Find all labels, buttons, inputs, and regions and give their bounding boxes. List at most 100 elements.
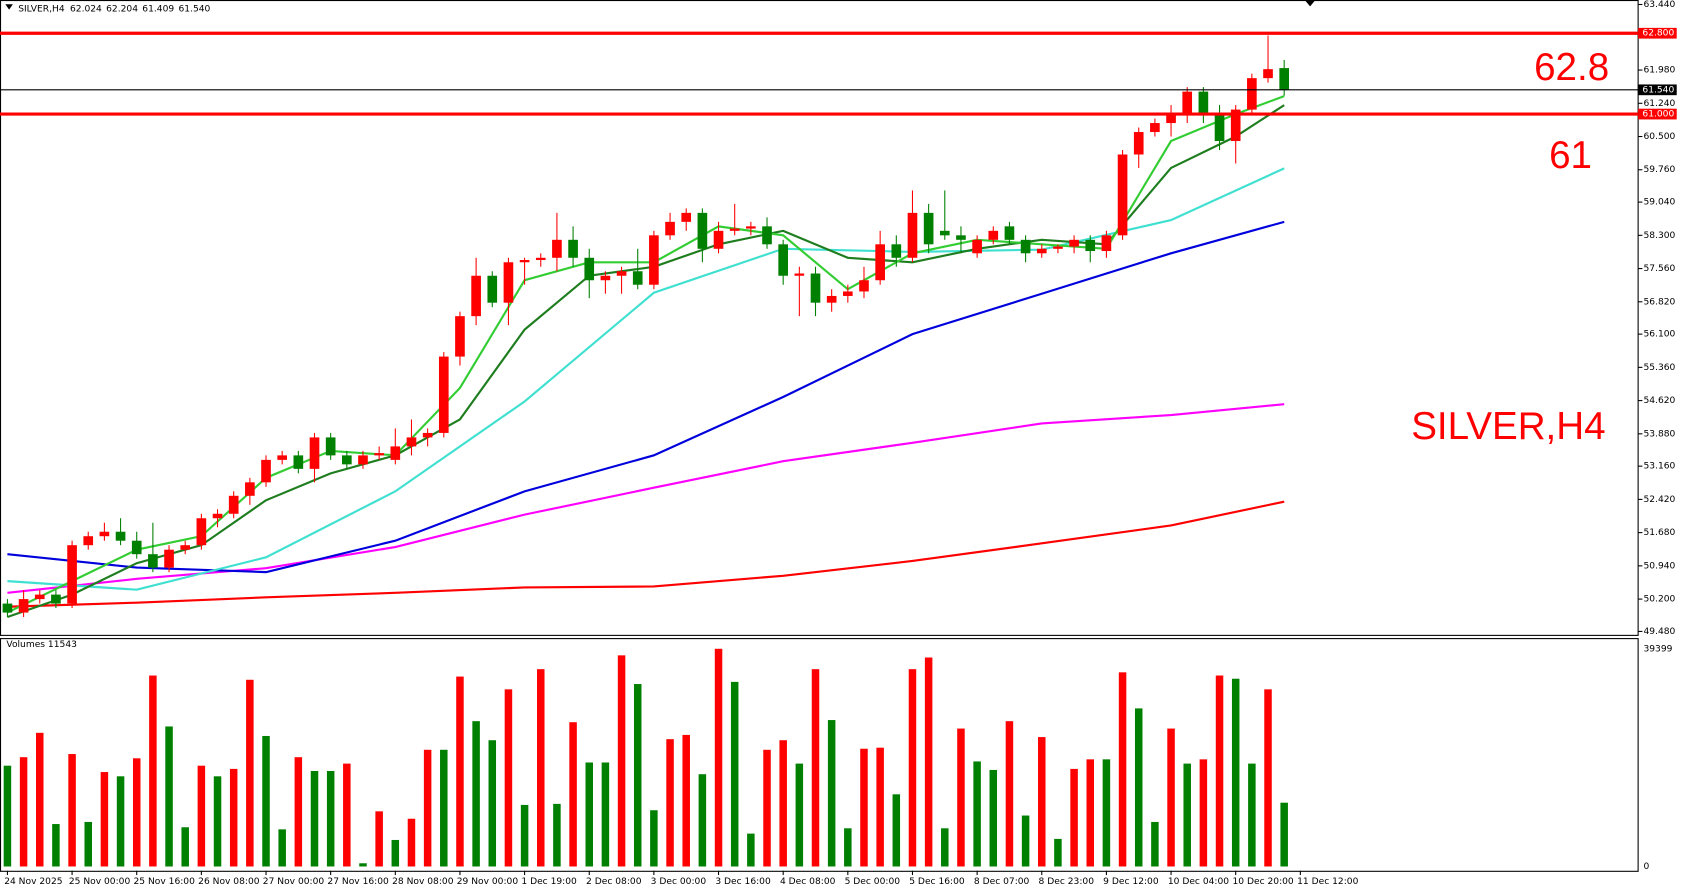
level-label-box <box>1638 108 1677 120</box>
candle-body <box>67 545 77 604</box>
volume-bar <box>1102 759 1111 867</box>
volume-bar <box>246 679 254 867</box>
candle-body <box>131 540 142 555</box>
candle-body <box>374 453 384 456</box>
candle-body <box>1150 123 1160 133</box>
x-tick-label: 2 Dec 08:00 <box>586 877 642 887</box>
volume-bar <box>310 771 319 867</box>
volume-bar <box>827 720 836 867</box>
x-tick-label: 25 Nov 16:00 <box>134 877 196 887</box>
candle-body <box>826 295 837 303</box>
volume-bar <box>892 794 901 867</box>
volume-bar <box>1167 728 1175 867</box>
symbol-title: SILVER,H4 <box>18 4 65 14</box>
volume-bar <box>68 754 76 867</box>
volume-bar <box>472 721 480 867</box>
x-tick-label: 25 Nov 00:00 <box>69 877 131 887</box>
candle-body <box>1101 235 1112 252</box>
volume-bar <box>682 734 690 867</box>
volume-bar <box>908 669 917 867</box>
candle-body <box>99 531 110 537</box>
candle-body <box>778 244 789 276</box>
volume-bar <box>229 768 238 867</box>
volume-bar <box>520 804 529 867</box>
volume-bar <box>666 739 674 867</box>
volume-bar <box>132 758 141 867</box>
candle-body <box>341 455 352 465</box>
candle-body <box>907 212 918 258</box>
volume-bar <box>1199 759 1208 867</box>
candle-body <box>1263 69 1273 79</box>
candle-body <box>843 291 853 296</box>
candle-body <box>422 432 433 438</box>
candle-body <box>2 603 13 613</box>
candle-body <box>390 446 401 460</box>
candle-body <box>406 437 417 447</box>
candle-body <box>939 230 950 236</box>
level-label: 61.000 <box>1642 110 1674 120</box>
volume-title: Volumes 11543 <box>6 640 77 650</box>
volume-bar <box>84 821 92 867</box>
volume-bar <box>924 657 933 867</box>
candle-body <box>164 549 174 568</box>
y-tick-label: 50.940 <box>1643 561 1675 571</box>
volume-bar <box>197 765 206 867</box>
volume-bar <box>973 761 981 867</box>
y-tick-label: 52.420 <box>1643 495 1675 505</box>
candle-body <box>277 455 288 460</box>
candle-body <box>115 531 126 541</box>
candle-body <box>891 244 902 258</box>
candle-body <box>988 230 999 240</box>
y-tick-label: 56.820 <box>1643 297 1675 307</box>
volume-bar <box>714 648 723 867</box>
volume-bar <box>844 828 852 867</box>
annotation: 61 <box>1549 134 1592 177</box>
candle-body <box>616 271 627 276</box>
volume-bar <box>779 740 787 867</box>
volume-bar <box>617 655 626 867</box>
level-label-box <box>1638 84 1677 96</box>
volume-bar <box>585 762 593 867</box>
candle-body <box>632 271 643 285</box>
y-tick-label: 58.300 <box>1643 231 1675 241</box>
price-panel-frame <box>0 0 1639 636</box>
volume-bar <box>423 749 432 867</box>
x-tick-label: 5 Dec 00:00 <box>845 877 901 887</box>
x-tick-label: 3 Dec 16:00 <box>715 877 771 887</box>
candle-body <box>762 226 772 245</box>
menu-icon[interactable] <box>5 4 13 10</box>
candle-body <box>438 356 449 433</box>
candle-body <box>51 594 61 604</box>
candle-body <box>681 212 692 222</box>
y-tick-label: 59.760 <box>1643 165 1675 175</box>
candle-body <box>713 230 724 249</box>
volume-bar <box>698 774 707 867</box>
candle-body <box>875 244 885 281</box>
volume-bar <box>19 757 28 867</box>
candle-body <box>487 275 498 303</box>
volume-bar <box>456 676 464 867</box>
x-tick-label: 1 Dec 19:00 <box>521 877 577 887</box>
header: SILVER,H4 62.024 62.204 61.409 61.540 <box>18 4 210 14</box>
volume-bar <box>633 684 642 867</box>
candle-body <box>1166 114 1176 124</box>
x-tick-label: 10 Dec 04:00 <box>1168 877 1229 887</box>
annotation: SILVER,H4 <box>1411 405 1605 448</box>
volume-bar <box>116 776 125 867</box>
y-tick-label: 53.880 <box>1643 429 1675 439</box>
x-tick-label: 9 Dec 12:00 <box>1103 877 1159 887</box>
y-tick-label: 63.440 <box>1643 0 1675 10</box>
volume-panel-frame <box>0 638 1639 872</box>
level-label: 62.800 <box>1642 29 1674 39</box>
candle-body <box>956 235 966 240</box>
volume-bar <box>1183 763 1191 867</box>
candle-body <box>552 239 562 258</box>
volume-bar <box>650 810 658 867</box>
volume-bar <box>1280 802 1288 867</box>
volume-bar <box>391 839 400 867</box>
candle-body <box>1198 91 1209 115</box>
volume-bar <box>1038 737 1046 867</box>
candle-body <box>1036 248 1047 254</box>
